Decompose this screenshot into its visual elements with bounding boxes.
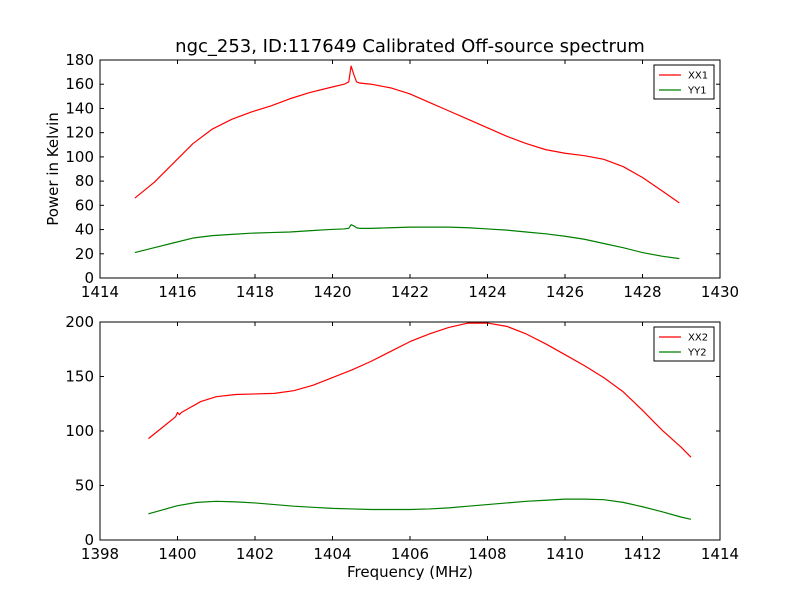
legend-label-xx2: XX2	[688, 333, 708, 344]
bottom-y-tick-label: 0	[84, 531, 94, 549]
top-x-tick-label: 1424	[468, 283, 506, 301]
bottom-legend-box	[653, 326, 715, 362]
top-y-tick-label: 100	[65, 148, 94, 166]
top-x-tick-label: 1416	[158, 283, 196, 301]
bottom-x-axis-label: Frequency (MHz)	[347, 563, 473, 581]
series-line-xx2	[148, 322, 692, 458]
bottom-x-tick-label: 1398	[81, 545, 119, 563]
bottom-y-tick-label: 200	[65, 313, 94, 331]
legend-label-xx1: XX1	[688, 71, 708, 82]
top-legend-box	[653, 64, 715, 100]
top-x-tick-label: 1430	[701, 283, 739, 301]
bottom-y-tick-label: 50	[75, 477, 94, 495]
bottom-x-tick-label: 1414	[701, 545, 739, 563]
top-y-tick-label: 180	[65, 51, 94, 69]
series-line-xx1	[134, 65, 680, 204]
top-x-tick-label: 1422	[391, 283, 429, 301]
bottom-x-tick-label: 1400	[158, 545, 196, 563]
top-y-tick-label: 0	[84, 269, 94, 287]
bottom-y-tick-label: 100	[65, 422, 94, 440]
top-y-tick-label: 140	[65, 99, 94, 117]
top-x-tick-label: 1428	[623, 283, 661, 301]
legend-label-yy2: YY2	[687, 348, 707, 359]
top-x-tick-label: 1420	[313, 283, 351, 301]
bottom-x-tick-label: 1410	[546, 545, 584, 563]
top-y-tick-label: 80	[75, 172, 94, 190]
top-y-tick-label: 20	[75, 245, 94, 263]
bottom-x-tick-label: 1402	[236, 545, 274, 563]
bottom-y-tick-label: 150	[65, 368, 94, 386]
top-y-tick-label: 60	[75, 196, 94, 214]
top-y-tick-label: 40	[75, 221, 94, 239]
bottom-panel: Frequency (MHz) 1398 1400 1402 1404 1406 1408…	[65, 313, 739, 581]
top-x-tick-label: 1414	[81, 283, 119, 301]
bottom-x-tick-label: 1408	[468, 545, 506, 563]
series-line-yy2	[148, 498, 692, 520]
figure-title: ngc_253, ID:117649 Calibrated Off-source…	[175, 36, 645, 57]
top-x-tick-label: 1426	[546, 283, 584, 301]
bottom-x-tick-label: 1406	[391, 545, 429, 563]
bottom-x-tick-label: 1404	[313, 545, 351, 563]
top-y-axis-label: Power in Kelvin	[44, 112, 62, 226]
top-panel: Power in Kelvin 1414 1416 1418 1420 1422 1424…	[44, 51, 739, 301]
legend-label-yy1: YY1	[687, 86, 707, 97]
series-line-yy1	[134, 224, 680, 260]
top-y-tick-label: 120	[65, 124, 94, 142]
bottom-x-tick-label: 1412	[623, 545, 661, 563]
top-x-tick-label: 1418	[236, 283, 274, 301]
top-y-tick-label: 160	[65, 75, 94, 93]
